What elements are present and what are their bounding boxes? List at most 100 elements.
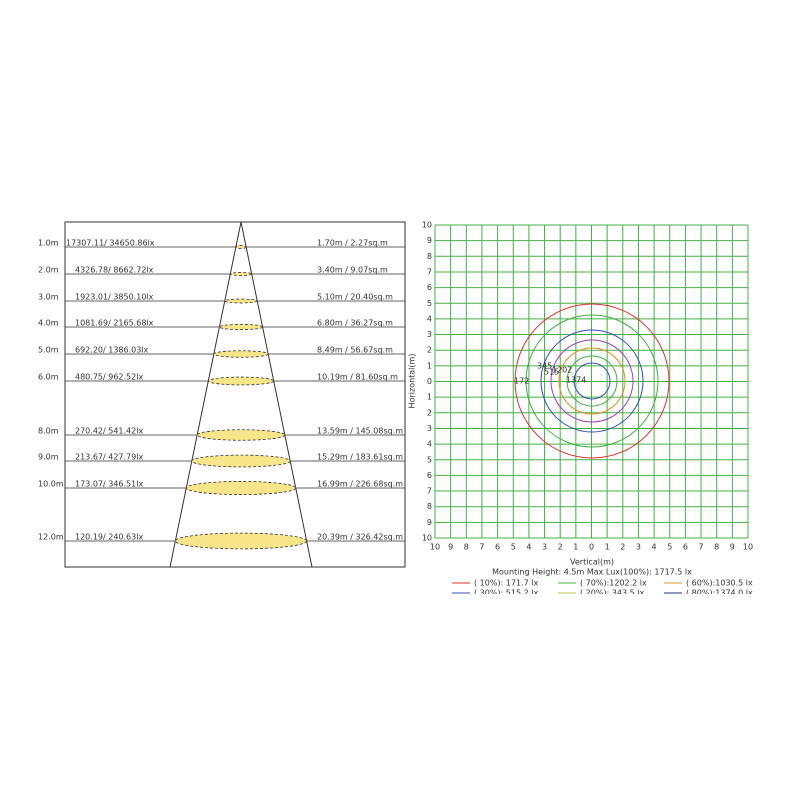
x-tick-label: 1	[605, 543, 610, 552]
x-tick-label: 3	[542, 543, 547, 552]
y-tick-label: 2	[427, 346, 432, 355]
diameter-area: 6.80m / 36.27sq.m	[317, 319, 393, 328]
light-spot	[229, 272, 253, 276]
distance: 5.0m	[38, 346, 59, 355]
legend: ( 10%): 171.7 lx ( 70%):1202.2 lx ( 60%):1…	[452, 579, 753, 598]
x-tick-label: 8	[714, 543, 719, 552]
cone: 1.0m 17307.11/ 34650.86lx 1.70m / 2.27sq.m…	[38, 221, 405, 568]
x-tick-label: 10	[743, 543, 753, 552]
lux: 4326.78/ 8662.72lx	[75, 266, 154, 275]
x-tick-label: 4	[652, 543, 657, 552]
x-tick-label: 5	[511, 543, 516, 552]
distance: 2.0m	[38, 266, 59, 275]
distance: 1.0m	[38, 239, 59, 248]
x-tick-label: 4	[526, 543, 531, 552]
lux: 17307.11/ 34650.86lx	[66, 239, 155, 248]
y-tick-label: 7	[427, 487, 432, 496]
contour	[558, 347, 626, 415]
lux: 173.07/ 346.51lx	[75, 480, 143, 489]
distance: 9.0m	[38, 453, 59, 462]
contour	[573, 362, 611, 400]
light-spot	[185, 481, 297, 495]
diameter-area: 1.70m / 2.27sq.m	[317, 239, 388, 248]
y-tick-label: 7	[427, 267, 432, 276]
y-tick-label: 5	[427, 299, 432, 308]
x-tick-label: 6	[495, 543, 500, 552]
x-tick-label: 7	[699, 543, 704, 552]
y-tick-label: 3	[427, 330, 432, 339]
legend-label: ( 30%): 515.2 lx	[474, 589, 538, 598]
cone-edge	[240, 221, 313, 568]
distance: 6.0m	[38, 373, 59, 382]
x-tick-label: 9	[730, 543, 735, 552]
contour	[525, 314, 659, 448]
y-tick-label: 4	[427, 314, 432, 323]
x-tick-label: 9	[448, 543, 453, 552]
lux: 213.67/ 427.79lx	[75, 453, 143, 462]
y-tick-label: 10	[422, 221, 432, 230]
contour	[514, 303, 670, 459]
y-tick-label: 8	[427, 252, 432, 261]
legend-label: ( 70%):1202.2 lx	[580, 579, 647, 588]
diameter-area: 8.49m / 56.67sq.m	[317, 346, 393, 355]
x-tick-label: 8	[464, 543, 469, 552]
legend-label: ( 10%): 171.7 lx	[474, 579, 538, 588]
x-tick-label: 6	[683, 543, 688, 552]
light-spot	[235, 245, 247, 249]
x-tick-label: 10	[430, 543, 440, 552]
x-tick-label: 5	[667, 543, 672, 552]
diameter-area: 5.10m / 20.40sq.m	[317, 293, 393, 302]
distance: 12.0m	[38, 533, 64, 542]
distance: 4.0m	[38, 319, 59, 328]
footer: Mounting Height: 4.5m Max Lux(100%): 171…	[492, 568, 692, 577]
light-spot	[196, 429, 286, 441]
light-spot	[174, 532, 308, 550]
light-spot	[207, 376, 275, 386]
light-spot	[218, 324, 264, 330]
y-tick-label: 0	[427, 377, 432, 386]
contour-label: 345	[537, 362, 552, 371]
contour	[540, 329, 644, 433]
y-tick-label: 10	[422, 534, 432, 543]
legend-label: ( 60%):1030.5 lx	[686, 579, 753, 588]
x-tick-label: 2	[620, 543, 625, 552]
isolux-contours	[514, 303, 670, 459]
x-tick-label: 2	[558, 543, 563, 552]
y-tick-label: 5	[427, 455, 432, 464]
contour	[566, 355, 618, 407]
y-tick-label: 6	[427, 283, 432, 292]
diameter-area: 16.99m / 226.68sq.m	[317, 480, 403, 489]
distance: 3.0m	[38, 293, 59, 302]
light-spot	[213, 350, 269, 358]
legend-label: ( 20%): 343.5 lx	[580, 589, 644, 598]
y-tick-label: 9	[427, 518, 432, 527]
diameter-area: 3.40m / 9.07sq.m	[317, 266, 388, 275]
y-tick-label: 8	[427, 502, 432, 511]
lux: 480.75/ 962.52lx	[75, 373, 143, 382]
isolux-grid: 1010998877665544332211001122334455667788…	[422, 221, 753, 552]
y-tick-label: 4	[427, 440, 432, 449]
light-spot	[224, 298, 258, 304]
contour-label: 1374	[566, 376, 586, 385]
lux: 1081.69/ 2165.68lx	[75, 319, 154, 328]
x-tick-label: 3	[636, 543, 641, 552]
legend-label: ( 80%):1374.0 lx	[686, 589, 753, 598]
y-axis-label: Horizontal(m)	[408, 354, 417, 409]
y-tick-label: 3	[427, 424, 432, 433]
distance: 8.0m	[38, 427, 59, 436]
diameter-area: 20.39m / 326.42sq.m	[317, 533, 403, 542]
lux: 270.42/ 541.42lx	[75, 427, 143, 436]
contour	[550, 339, 634, 423]
diameter-area: 13.59m / 145.08sq.m	[317, 427, 403, 436]
x-tick-label: 0	[589, 543, 594, 552]
y-tick-label: 1	[427, 361, 432, 370]
contour-label: 172	[514, 377, 529, 386]
y-tick-label: 2	[427, 408, 432, 417]
light-spot	[191, 454, 291, 468]
x-axis-label: Vertical(m)	[570, 558, 614, 567]
lux: 120.19/ 240.63lx	[75, 533, 143, 542]
contour-label: 515	[544, 368, 559, 377]
y-tick-label: 6	[427, 471, 432, 480]
